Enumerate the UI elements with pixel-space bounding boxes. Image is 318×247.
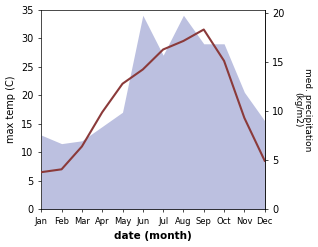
Y-axis label: med. precipitation
(kg/m2): med. precipitation (kg/m2) [293,68,313,151]
Y-axis label: max temp (C): max temp (C) [5,76,16,143]
X-axis label: date (month): date (month) [114,231,192,242]
